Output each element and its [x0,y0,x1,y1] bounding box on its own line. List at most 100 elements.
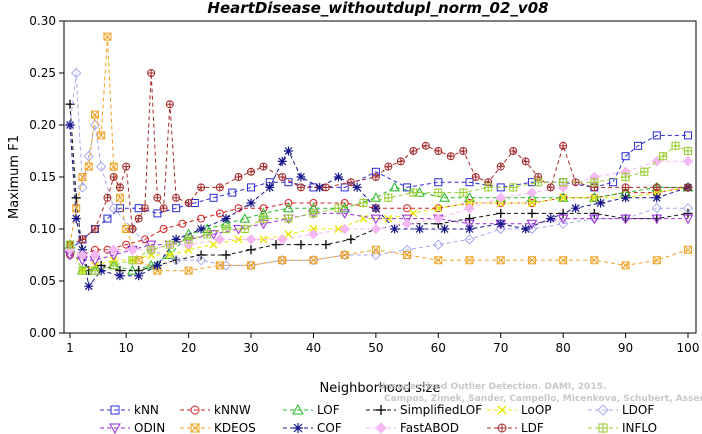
data-point [546,214,556,224]
data-point [546,183,555,192]
data-point [559,193,568,202]
data-point [621,193,631,203]
x-tick-label: 20 [181,341,196,355]
data-point [172,193,181,202]
data-point [639,167,649,177]
data-point [115,193,124,202]
data-point [96,266,106,276]
legend-marker [190,423,200,433]
data-point [346,234,356,244]
data-point [682,156,694,167]
legend-item-ldf: LDF [487,421,544,434]
data-point [496,208,506,218]
data-point [90,266,100,276]
data-point [439,192,450,202]
x-tick-label: 50 [368,341,383,355]
data-point [652,193,662,203]
x-axis: 1 10 20 30 40 50 60 70 80 90 100 [66,333,699,355]
legend-item-inflo: INFLO [588,421,657,434]
data-point [71,67,82,79]
data-point [434,178,443,187]
data-point [228,188,237,197]
data-point [471,173,480,181]
data-point [658,151,668,161]
data-point [247,183,256,192]
data-point [339,223,350,235]
data-point [103,193,112,202]
x-tick-label: 40 [306,341,321,355]
x-tick-label: 30 [243,341,258,355]
data-point [590,193,599,202]
credit-line-2: Campos, Zimek, Sander, Campello, Micenko… [384,394,702,404]
data-point [403,204,412,213]
legend-marker [376,405,386,415]
data-point [495,192,506,204]
data-point [609,178,618,187]
data-point [465,256,474,265]
data-point [284,230,293,239]
data-point [72,204,81,213]
data-point [77,182,88,193]
data-point [396,157,405,166]
data-point [308,208,318,218]
y-tick-label: 0.30 [29,14,56,28]
data-point [571,203,581,213]
data-point [97,131,106,140]
data-point [283,146,293,156]
data-point [159,225,168,233]
data-point [684,183,693,192]
data-point [383,193,393,203]
data-point [171,234,181,244]
data-point [184,266,193,275]
data-point [401,214,413,225]
legend-marker [598,423,608,433]
legend-item-simplifiedlof: SimplifiedLOF [366,403,482,417]
data-point [370,192,382,202]
chart-title: HeartDisease_withoutdupl_norm_02_v08 [207,0,548,17]
data-point [259,214,269,224]
legend-marker [293,423,303,433]
data-point [589,214,600,225]
data-point [371,203,381,213]
data-point [78,173,87,181]
x-tick-label: 10 [119,341,134,355]
data-point [652,256,661,265]
data-point [339,209,351,219]
data-point [389,181,400,192]
data-point [277,156,287,166]
data-point [278,173,287,181]
data-point [526,187,538,198]
data-point [434,204,443,213]
y-tick-label: 0.05 [29,274,56,288]
data-point [96,161,107,172]
x-tick-label: 100 [677,341,700,355]
legend-item-knn: kNN [100,403,159,417]
legend-label: LDOF [622,403,654,417]
data-point [184,234,194,244]
data-point [109,260,119,270]
data-point [652,131,661,140]
data-point [440,224,450,234]
data-point [215,183,224,192]
data-point [71,214,81,224]
data-point [321,183,330,192]
data-point [589,177,599,187]
data-point [557,214,569,225]
legend-label: LDF [521,421,544,434]
data-point [109,162,118,171]
data-point [464,192,475,202]
series-line [69,186,689,272]
data-point [271,240,281,250]
data-point [265,182,275,192]
data-point [209,240,218,249]
data-point [221,224,231,234]
data-point [84,281,94,291]
data-point [340,251,349,259]
data-point [209,193,218,202]
y-tick-label: 0.15 [29,170,56,184]
data-point [483,182,493,192]
data-point [559,256,568,265]
legend-marker [190,405,200,415]
data-point [371,173,380,181]
